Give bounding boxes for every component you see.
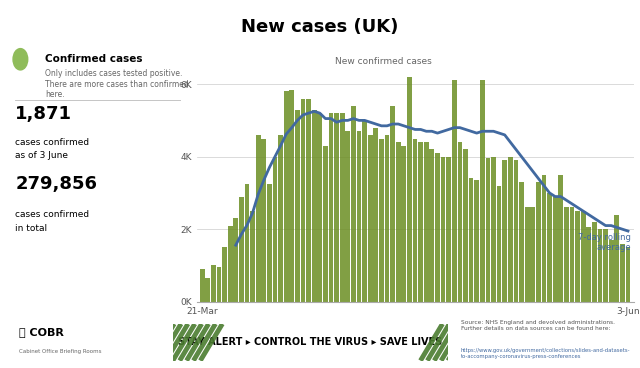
Text: Only includes cases tested positive.: Only includes cases tested positive.: [45, 70, 182, 78]
Bar: [570, 208, 574, 302]
Bar: [261, 138, 266, 302]
Bar: [598, 229, 602, 302]
Bar: [575, 211, 580, 302]
Bar: [356, 131, 362, 302]
Bar: [289, 89, 294, 302]
Bar: [312, 110, 317, 302]
Bar: [508, 157, 513, 302]
Bar: [419, 142, 423, 302]
Bar: [452, 81, 457, 302]
Bar: [278, 135, 283, 302]
Text: 🔱 COBR: 🔱 COBR: [19, 327, 64, 337]
Bar: [463, 149, 468, 302]
Bar: [592, 222, 596, 302]
Bar: [317, 113, 322, 302]
Bar: [429, 149, 435, 302]
Bar: [295, 110, 300, 302]
Text: here.: here.: [45, 90, 65, 99]
Bar: [334, 113, 339, 302]
Bar: [468, 178, 474, 302]
Text: cases confirmed: cases confirmed: [15, 138, 89, 147]
Bar: [519, 182, 524, 302]
Bar: [441, 157, 445, 302]
Text: 279,856: 279,856: [15, 175, 97, 193]
Bar: [234, 218, 238, 302]
Text: 7-day rolling
average: 7-day rolling average: [578, 233, 631, 252]
Text: 1,871: 1,871: [15, 105, 72, 123]
Bar: [513, 160, 518, 302]
Bar: [396, 142, 401, 302]
Bar: [385, 135, 389, 302]
Bar: [604, 229, 608, 302]
Text: cases confirmed: cases confirmed: [15, 210, 89, 219]
Bar: [216, 267, 221, 302]
Bar: [256, 135, 260, 302]
Text: Confirmed cases: Confirmed cases: [45, 54, 142, 64]
Bar: [250, 211, 255, 302]
Bar: [362, 120, 367, 302]
Bar: [351, 106, 356, 302]
Bar: [609, 240, 614, 302]
Bar: [458, 142, 462, 302]
Bar: [413, 138, 417, 302]
Text: STAY ALERT ▸ CONTROL THE VIRUS ▸ SAVE LIVES: STAY ALERT ▸ CONTROL THE VIRUS ▸ SAVE LI…: [179, 337, 442, 347]
Bar: [273, 157, 277, 302]
Bar: [368, 135, 372, 302]
Bar: [401, 146, 406, 302]
Bar: [620, 244, 625, 302]
Bar: [407, 77, 412, 302]
Bar: [211, 265, 216, 302]
Bar: [346, 131, 350, 302]
Bar: [424, 142, 429, 302]
Bar: [328, 113, 333, 302]
Bar: [497, 186, 502, 302]
Bar: [306, 99, 311, 302]
Text: Source: NHS England and devolved administrations.
Further details on data source: Source: NHS England and devolved adminis…: [461, 320, 615, 331]
Bar: [474, 180, 479, 302]
Bar: [614, 215, 619, 302]
Bar: [205, 278, 210, 302]
Bar: [228, 226, 232, 302]
Bar: [547, 193, 552, 302]
Bar: [301, 99, 305, 302]
Bar: [323, 146, 328, 302]
Bar: [446, 157, 451, 302]
Text: New confirmed cases: New confirmed cases: [335, 57, 432, 66]
Bar: [586, 227, 591, 302]
Bar: [626, 247, 630, 302]
Bar: [222, 247, 227, 302]
Bar: [541, 175, 547, 302]
Bar: [553, 197, 557, 302]
Bar: [435, 153, 440, 302]
Bar: [502, 160, 507, 302]
Bar: [564, 208, 569, 302]
Bar: [200, 269, 205, 302]
Bar: [558, 175, 563, 302]
Bar: [267, 184, 272, 302]
Circle shape: [13, 49, 28, 70]
Bar: [486, 159, 490, 302]
Bar: [284, 91, 289, 302]
Text: Cabinet Office Briefing Rooms: Cabinet Office Briefing Rooms: [19, 349, 102, 354]
Bar: [340, 113, 344, 302]
Bar: [531, 208, 535, 302]
Text: https://www.gov.uk/government/collections/slides-and-datasets-
to-accompany-coro: https://www.gov.uk/government/collection…: [461, 348, 630, 358]
Bar: [374, 128, 378, 302]
Bar: [491, 157, 496, 302]
Bar: [390, 106, 395, 302]
Bar: [580, 211, 586, 302]
Text: There are more cases than confirmed: There are more cases than confirmed: [45, 79, 189, 89]
Bar: [536, 182, 541, 302]
Bar: [379, 138, 384, 302]
Text: as of 3 June: as of 3 June: [15, 151, 68, 160]
Bar: [239, 197, 244, 302]
Bar: [244, 184, 250, 302]
Text: New cases (UK): New cases (UK): [241, 18, 399, 36]
Bar: [525, 208, 529, 302]
Bar: [480, 81, 484, 302]
Text: in total: in total: [15, 224, 47, 233]
